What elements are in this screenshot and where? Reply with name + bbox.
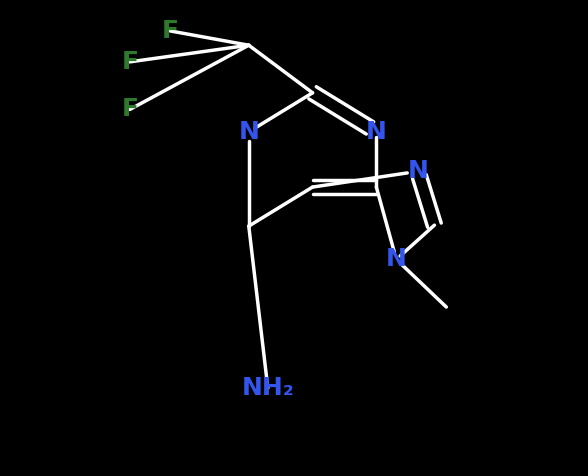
Text: N: N xyxy=(238,120,259,144)
Text: N: N xyxy=(407,159,428,183)
Text: N: N xyxy=(386,248,407,271)
Text: NH₂: NH₂ xyxy=(242,376,294,400)
Text: N: N xyxy=(366,120,387,144)
Text: F: F xyxy=(121,98,138,121)
Text: F: F xyxy=(121,50,138,74)
Text: F: F xyxy=(162,19,179,43)
